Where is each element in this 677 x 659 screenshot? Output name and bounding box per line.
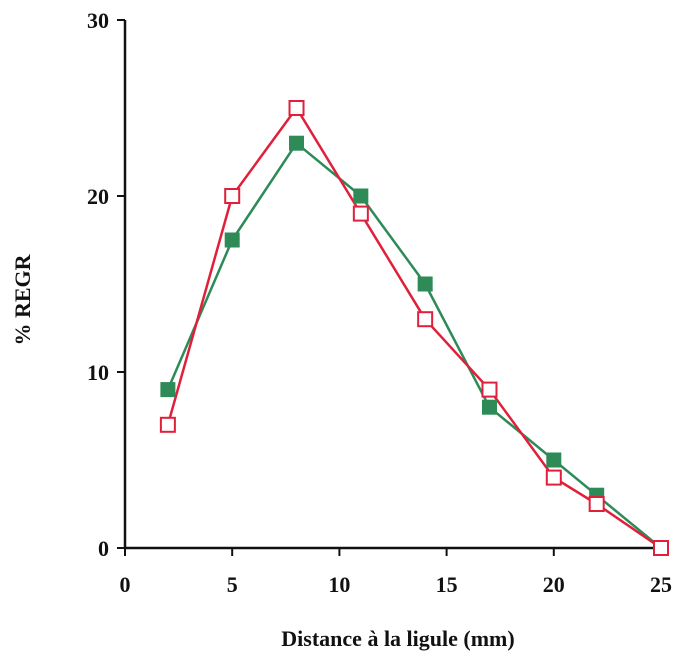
y-tick-label: 10 — [87, 360, 109, 385]
series-2-point — [417, 311, 434, 328]
series-1-point — [417, 276, 433, 292]
x-tick-label: 0 — [120, 572, 131, 597]
series-1-point — [353, 188, 369, 204]
series-2-line — [166, 106, 662, 550]
series-2-point — [352, 205, 369, 222]
series-1-point — [160, 382, 176, 398]
series-lines — [166, 106, 662, 550]
series-1-line — [166, 141, 662, 549]
series-markers — [159, 100, 669, 556]
x-tick-label: 5 — [227, 572, 238, 597]
series-1-point — [546, 452, 562, 468]
x-tick-label: 10 — [328, 572, 350, 597]
series-2-point — [159, 416, 176, 433]
y-tick-label: 30 — [87, 8, 109, 33]
ticks: 0 5 10 15 20 25 0 10 20 30 — [87, 8, 672, 597]
series-2-point — [224, 188, 241, 204]
series-2-point — [588, 496, 605, 512]
series-2-point — [481, 381, 498, 398]
series-1-point — [481, 399, 497, 415]
x-tick-label: 20 — [543, 572, 565, 597]
series-1-point — [224, 232, 240, 248]
series-2-point — [288, 100, 305, 116]
x-axis-title: Distance à la ligule (mm) — [281, 626, 514, 651]
x-tick-label: 25 — [650, 572, 672, 597]
x-tick-label: 15 — [436, 572, 458, 597]
y-tick-label: 0 — [98, 536, 109, 561]
series-2-point — [545, 469, 562, 486]
axes — [123, 20, 668, 550]
y-tick-label: 20 — [87, 184, 109, 209]
series-2-point — [653, 540, 669, 556]
series-1-point — [289, 135, 305, 151]
y-axis-title: % REGR — [10, 253, 35, 345]
